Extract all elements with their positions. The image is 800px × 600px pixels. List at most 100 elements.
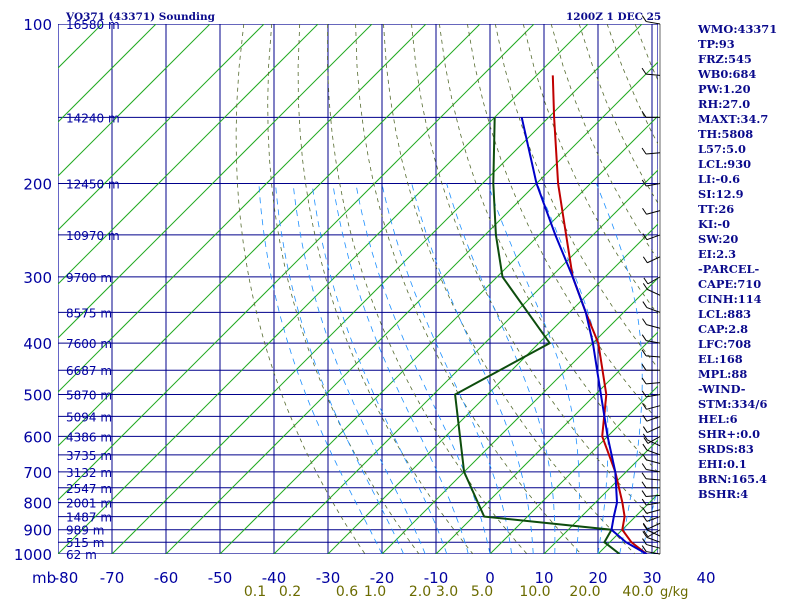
isotherm-line — [58, 24, 535, 501]
dry-adiabat-line — [235, 24, 366, 554]
height-label: 2001 m — [66, 497, 112, 511]
wind-barb — [646, 502, 661, 506]
mixing-ratio-label: 5.0 — [471, 584, 493, 600]
dry-adiabat-line — [297, 24, 474, 554]
moist-adiabat-line — [311, 183, 448, 554]
temp-tick-label: -70 — [100, 569, 125, 587]
wind-barb — [646, 355, 661, 358]
temp-tick-label: 10 — [534, 569, 553, 587]
isotherm-line — [58, 24, 211, 177]
height-label: 989 m — [66, 524, 104, 538]
mixing-ratio-label: 2.0 — [409, 584, 431, 600]
mixing-ratio-unit: g/kg — [660, 585, 688, 600]
wind-barb — [647, 426, 661, 433]
wind-barb-flag — [641, 67, 647, 75]
dry-adiabat-line — [267, 24, 420, 554]
pressure-tick-label: 800 — [23, 495, 52, 513]
height-label: 3735 m — [66, 449, 112, 463]
mixing-ratio-label: 1.0 — [364, 584, 386, 600]
mixing-ratio-label: 40.0 — [622, 584, 653, 600]
height-label: 1487 m — [66, 511, 112, 525]
wind-barb — [646, 544, 661, 549]
height-label: 3132 m — [66, 466, 112, 480]
wind-barb-flag — [641, 377, 647, 385]
dewpoint-profile-line — [454, 117, 621, 554]
wind-barb — [647, 435, 661, 444]
chart-title: VO371 (43371) Sounding — [65, 11, 216, 23]
wind-barb-flag — [642, 283, 648, 290]
wind-barb — [646, 340, 661, 344]
mixing-ratio-label: 10.0 — [519, 584, 550, 600]
stability-parameter: CAPE:710 — [698, 277, 762, 291]
isotherm-line — [435, 331, 658, 554]
stability-parameter: SRDS:83 — [698, 442, 754, 456]
height-label: 16580 m — [66, 18, 120, 32]
stability-parameter: TT:26 — [698, 202, 735, 216]
wind-barb — [646, 415, 661, 422]
wind-barb-flag — [641, 349, 647, 357]
wind-barb — [646, 468, 661, 473]
wind-barb — [646, 307, 661, 313]
stability-parameter: -WIND- — [698, 382, 746, 396]
wind-barb — [647, 529, 661, 537]
wind-barb-flag — [641, 463, 647, 470]
moist-adiabat-line — [275, 183, 404, 554]
wind-barb — [646, 536, 661, 543]
moist-adiabat-line — [258, 183, 383, 554]
chart-time: 1200Z 1 DEC 25 — [566, 11, 661, 23]
wind-barb-flag — [643, 277, 649, 285]
stability-parameter: PW:1.20 — [698, 82, 751, 96]
wind-barb — [646, 324, 661, 329]
moist-adiabat-line — [292, 183, 426, 554]
moist-adiabat-line — [640, 484, 658, 554]
wind-barb — [646, 459, 661, 465]
wind-barb-flag — [642, 522, 648, 530]
wind-barb-flag — [641, 472, 647, 480]
dry-adiabat-line — [327, 24, 528, 554]
wind-barb-flag — [642, 433, 648, 441]
moist-adiabat-line — [596, 183, 643, 554]
stability-parameter: L57:5.0 — [698, 142, 746, 156]
isotherm-line — [58, 24, 481, 447]
height-label: 5094 m — [66, 410, 112, 424]
stability-parameter: BRN:165.4 — [698, 472, 767, 486]
temp-tick-label: 40 — [696, 569, 715, 587]
pressure-tick-label: 700 — [23, 464, 52, 482]
height-label: 6687 m — [66, 364, 112, 378]
stability-parameter: LCL:883 — [698, 307, 752, 321]
stability-parameter: SI:12.9 — [698, 187, 744, 201]
height-label: 10970 m — [66, 229, 120, 243]
wind-barb-flag — [641, 15, 647, 22]
wind-barb-flag — [642, 453, 647, 461]
profile-layer — [454, 75, 648, 554]
pressure-tick-label: 1000 — [14, 546, 52, 564]
stability-parameter: STM:334/6 — [698, 397, 768, 411]
stability-parameter: WMO:43371 — [698, 22, 778, 36]
dry-adiabat-line — [467, 24, 658, 421]
wind-barb — [647, 256, 661, 264]
wind-barb — [647, 439, 661, 447]
wind-barb-flag — [641, 179, 647, 187]
stability-parameter: EL:168 — [698, 352, 743, 366]
height-label: 515 m — [66, 536, 104, 550]
wind-barb — [646, 21, 661, 25]
wind-barb-flag — [642, 523, 648, 531]
mixing-ratio-label: 0.1 — [244, 584, 266, 600]
stability-parameter: MPL:88 — [698, 367, 748, 381]
dry-adiabat-line — [411, 24, 658, 525]
wind-barb — [646, 516, 661, 522]
wind-barb-flag — [642, 443, 648, 451]
moist-adiabat-line — [355, 183, 491, 554]
wind-barb-flag — [642, 414, 648, 422]
wind-barb — [646, 234, 661, 241]
stability-parameter: HEL:6 — [698, 412, 738, 426]
isotherm-line — [58, 24, 373, 339]
wind-barb-flag — [642, 208, 647, 215]
wind-barb-flag — [641, 363, 647, 371]
mixing-ratio-label: 0.6 — [336, 584, 358, 600]
wind-barb-flag — [641, 111, 647, 118]
wind-barb — [646, 73, 661, 76]
wind-barb-flag — [643, 437, 649, 444]
temp-tick-label: 30 — [642, 569, 661, 587]
